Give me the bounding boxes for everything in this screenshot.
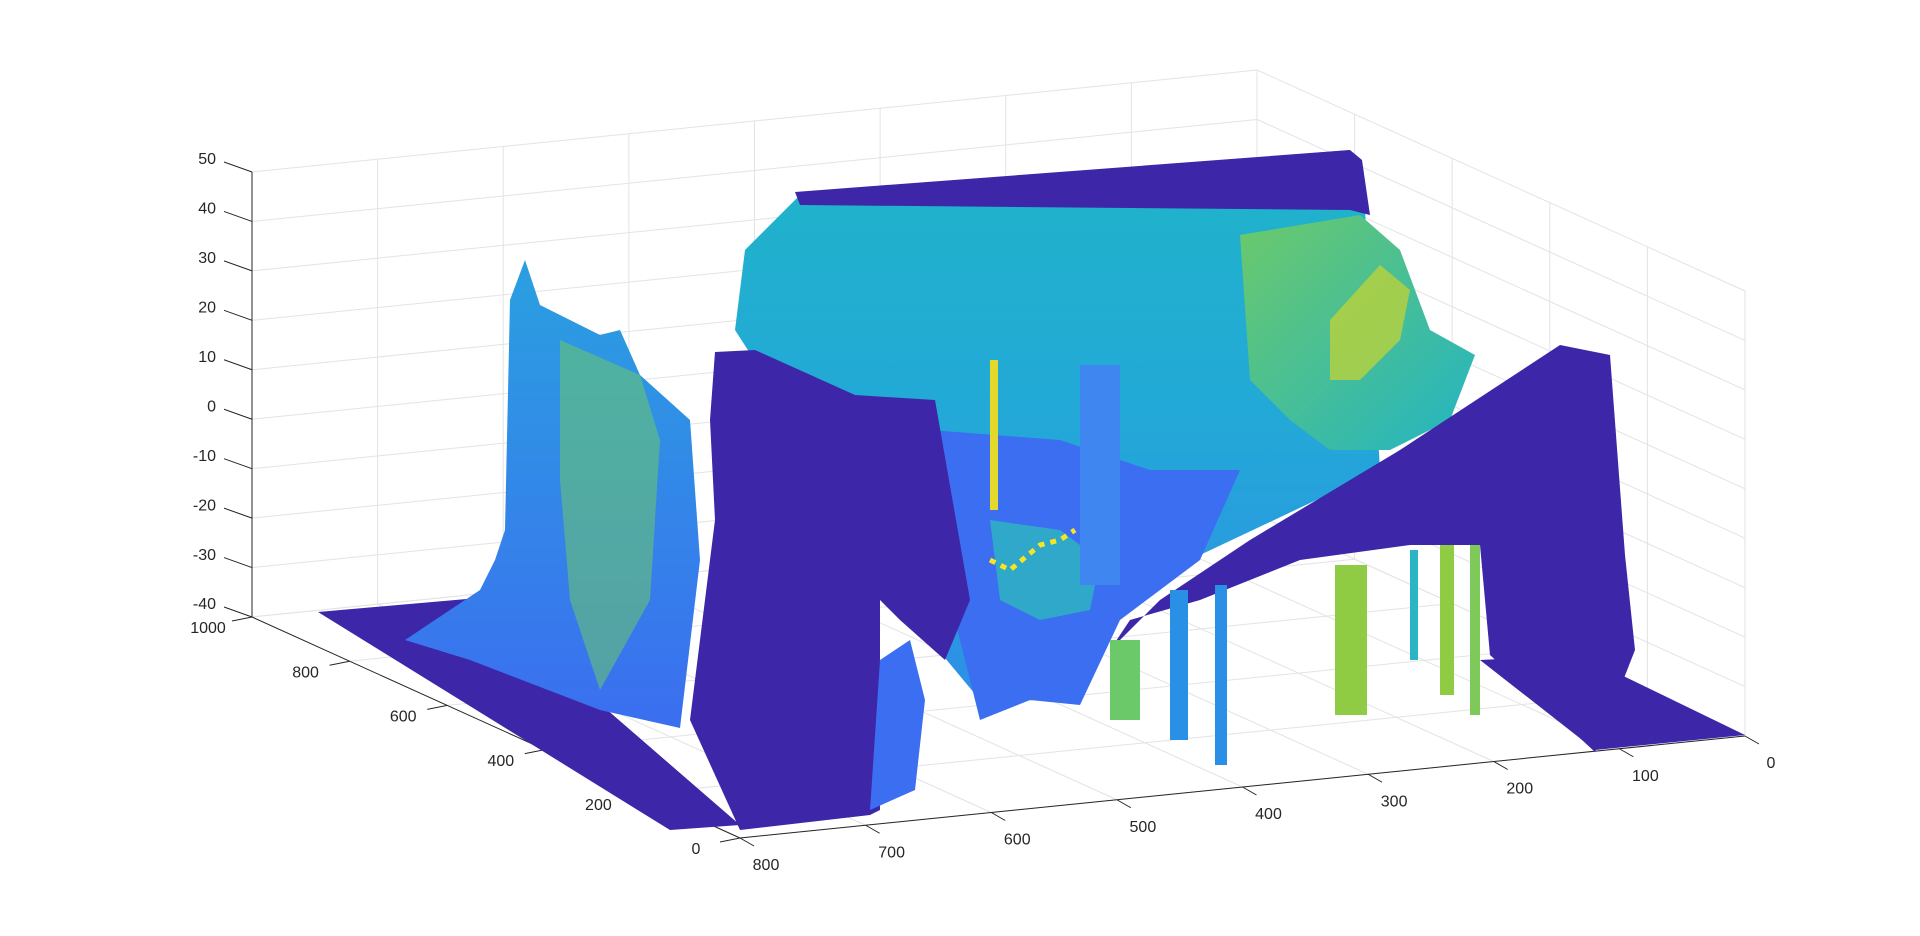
z-tick-label: 0 [207,398,216,415]
x-tick [1744,735,1760,745]
z-tick-label: 20 [198,300,216,317]
x-tick-label: 200 [1506,781,1533,798]
x-tick-label: 0 [1767,755,1776,772]
x-tick-label: 400 [1255,806,1282,823]
z-tick [223,557,253,569]
surface-floor-left [318,598,740,830]
grid-line [251,69,1258,173]
surface-drip-2 [1440,545,1454,695]
x-tick [1493,761,1508,770]
z-tick [223,260,253,272]
z-tick [223,210,253,222]
x-tick-label: 800 [753,857,780,874]
z-tick-label: -20 [193,497,216,514]
surface-thin-peak [990,360,998,510]
x-tick [1242,786,1257,796]
z-tick [223,606,253,618]
x-tick-label: 100 [1632,768,1659,785]
surface-back-edge [795,150,1370,215]
x-tick [1619,748,1634,758]
z-tick [223,408,253,420]
x-tick [1116,799,1132,809]
surface-drip-1 [1335,565,1367,715]
z-tick-label: 40 [198,201,216,218]
surface-drip-3 [1470,545,1480,715]
y-axis-ticks: 0 200 400 600 800 1000 [190,620,700,858]
grid-line [1256,69,1746,292]
surface-front-notch [870,640,925,810]
surface-pillar [1080,365,1120,585]
z-tick [223,359,253,371]
x-tick-label: 700 [878,844,905,861]
x-tick-label: 300 [1381,793,1408,810]
surface-front-block [690,350,970,830]
z-tick-label: -30 [193,547,216,564]
z-tick-label: 30 [198,250,216,267]
x-axis-ticks: 0 100 200 300 400 500 600 700 800 [753,755,1776,874]
y-tick-label: 200 [585,797,612,814]
grid-line [251,118,1258,222]
y-tick-label: 400 [487,753,514,770]
x-tick-label: 600 [1004,832,1031,849]
y-tick-label: 600 [390,709,417,726]
surface-right-ramp [1110,345,1635,752]
surface-left-green [560,340,660,690]
surface-drip-5 [1170,590,1188,740]
surface-right-yellow [1330,265,1410,380]
y-tick-label: 0 [692,841,701,858]
z-tick-label: -10 [193,448,216,465]
surface-drip-4 [1410,550,1418,660]
z-tick [223,309,253,321]
z-tick [223,161,253,173]
x-tick [739,837,755,847]
x-tick [865,824,880,834]
y-tick-label: 1000 [190,620,226,637]
y-tick [719,837,741,843]
z-tick [223,507,253,519]
x-tick [991,812,1006,821]
surface [318,150,1745,830]
z-axis-ticks: -40 -30 -20 -10 0 10 20 30 40 50 [193,151,216,613]
surface-drip-7 [1110,640,1140,720]
y-tick [427,704,448,710]
surface-drip-6 [1215,585,1227,765]
z-tick [223,458,253,470]
x-tick-label: 500 [1130,819,1157,836]
surface-streaks [988,527,1077,573]
z-tick-label: 10 [198,349,216,366]
y-tick-label: 800 [292,664,319,681]
surface-back-wall [735,150,1380,700]
surface-valley-light [990,520,1100,620]
z-tick-label: -40 [193,596,216,613]
y-tick [329,660,350,666]
y-tick [231,616,253,622]
grid-line [1131,527,1620,750]
z-tick-label: 50 [198,151,216,168]
x-tick [1367,773,1383,783]
